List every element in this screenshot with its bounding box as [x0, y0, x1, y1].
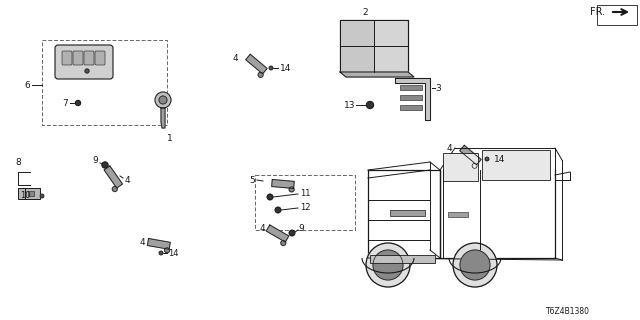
Bar	[375, 21, 407, 46]
Text: 6: 6	[24, 81, 30, 90]
Text: 9: 9	[92, 156, 98, 164]
Bar	[341, 47, 374, 71]
Bar	[341, 21, 374, 46]
FancyBboxPatch shape	[84, 51, 94, 65]
Polygon shape	[395, 78, 430, 120]
Text: 10: 10	[20, 190, 31, 199]
Text: 3: 3	[435, 84, 441, 92]
Bar	[482, 150, 550, 180]
Bar	[400, 105, 422, 110]
Bar	[390, 210, 425, 216]
Circle shape	[164, 248, 170, 253]
Circle shape	[367, 101, 374, 108]
Circle shape	[159, 251, 163, 255]
Text: 14: 14	[168, 249, 179, 258]
Polygon shape	[340, 72, 414, 77]
Bar	[42, 40, 167, 125]
Bar	[18, 188, 40, 199]
Bar	[597, 5, 637, 25]
Text: 1: 1	[167, 133, 173, 142]
Text: 4: 4	[259, 223, 265, 233]
Polygon shape	[246, 54, 267, 74]
FancyBboxPatch shape	[55, 45, 113, 79]
FancyBboxPatch shape	[73, 51, 83, 65]
Circle shape	[373, 250, 403, 280]
Text: 4: 4	[446, 143, 452, 153]
Circle shape	[112, 187, 117, 192]
Circle shape	[289, 187, 294, 192]
Bar	[448, 212, 468, 217]
Text: 4: 4	[232, 53, 238, 62]
Circle shape	[268, 194, 273, 200]
Text: 14: 14	[494, 155, 506, 164]
Circle shape	[289, 230, 295, 236]
Bar	[255, 175, 355, 230]
FancyBboxPatch shape	[62, 51, 72, 65]
Circle shape	[85, 69, 89, 73]
Text: 4: 4	[125, 175, 131, 185]
Bar	[370, 255, 435, 263]
Polygon shape	[460, 145, 481, 165]
Text: 8: 8	[15, 158, 21, 167]
Text: 5: 5	[249, 175, 255, 185]
Text: 11: 11	[300, 188, 310, 197]
Circle shape	[366, 243, 410, 287]
Circle shape	[40, 194, 44, 198]
Polygon shape	[272, 180, 294, 188]
Circle shape	[281, 241, 286, 245]
FancyBboxPatch shape	[95, 51, 105, 65]
Bar	[375, 47, 407, 71]
Text: 9: 9	[298, 223, 304, 233]
Circle shape	[258, 72, 263, 77]
Bar	[28, 191, 34, 196]
Bar	[400, 95, 422, 100]
Text: T6Z4B1380: T6Z4B1380	[546, 308, 590, 316]
Circle shape	[159, 96, 167, 104]
Circle shape	[275, 207, 281, 213]
Circle shape	[453, 243, 497, 287]
Bar	[340, 20, 408, 72]
Text: 7: 7	[62, 99, 68, 108]
Circle shape	[485, 157, 489, 161]
Circle shape	[460, 250, 490, 280]
Text: 4: 4	[140, 237, 145, 246]
Polygon shape	[266, 225, 289, 242]
Circle shape	[472, 163, 477, 168]
Text: FR.: FR.	[590, 7, 605, 17]
Circle shape	[155, 92, 171, 108]
Text: 12: 12	[300, 203, 310, 212]
Bar	[400, 85, 422, 90]
Circle shape	[102, 162, 108, 168]
Text: 14: 14	[280, 63, 291, 73]
Text: 2: 2	[362, 7, 368, 17]
Bar	[443, 153, 478, 181]
Circle shape	[76, 100, 81, 106]
Polygon shape	[161, 108, 165, 128]
Circle shape	[269, 66, 273, 70]
Polygon shape	[147, 238, 170, 249]
Polygon shape	[104, 166, 122, 188]
Text: 13: 13	[344, 100, 355, 109]
